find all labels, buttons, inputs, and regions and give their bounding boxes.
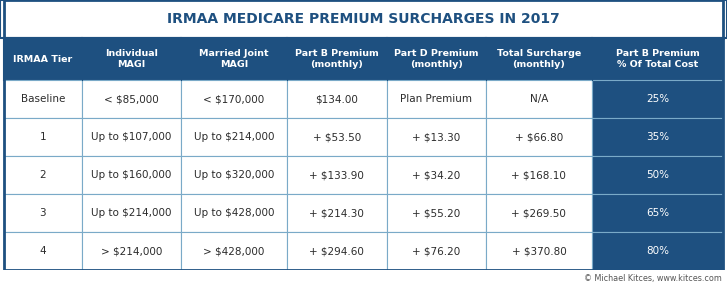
Bar [4,0,723,38]
Text: Up to $428,000: Up to $428,000 [194,208,274,218]
Text: < $170,000: < $170,000 [204,94,265,104]
Text: $134.00: $134.00 [316,94,358,104]
Bar [387,194,486,232]
Text: N/A: N/A [530,94,548,104]
Text: Total Surcharge
(monthly): Total Surcharge (monthly) [497,49,581,69]
Bar [387,156,486,194]
Bar [181,80,287,118]
Text: + $66.80: + $66.80 [515,132,563,142]
Text: IRMAA Tier: IRMAA Tier [13,54,73,63]
Text: < $85,000: < $85,000 [104,94,158,104]
Bar [287,80,387,118]
Bar [0,0,727,38]
Bar [593,118,723,156]
Text: 65%: 65% [646,208,669,218]
Text: 80%: 80% [646,246,669,256]
Text: + $370.80: + $370.80 [512,246,566,256]
Bar [486,232,593,270]
Text: 4: 4 [39,246,46,256]
Bar [4,194,81,232]
Bar [287,38,387,80]
Text: 50%: 50% [646,170,669,180]
Bar [4,118,81,156]
Text: + $214.30: + $214.30 [310,208,364,218]
Bar [81,232,181,270]
Bar [4,156,81,194]
Text: Individual
MAGI: Individual MAGI [105,49,158,69]
Bar [486,118,593,156]
Text: + $34.20: + $34.20 [412,170,460,180]
Bar [81,194,181,232]
Bar [287,232,387,270]
Text: > $214,000: > $214,000 [100,246,162,256]
Bar [387,80,486,118]
Bar [4,232,81,270]
Text: Plan Premium: Plan Premium [400,94,472,104]
Bar [0,270,727,288]
Text: 1: 1 [39,132,46,142]
Text: + $168.10: + $168.10 [512,170,566,180]
Text: 35%: 35% [646,132,669,142]
Bar [593,232,723,270]
Bar [181,194,287,232]
Text: Up to $214,000: Up to $214,000 [91,208,172,218]
Bar [181,156,287,194]
Bar [4,38,723,270]
Bar [387,232,486,270]
Bar [387,118,486,156]
Bar [593,194,723,232]
Bar [593,80,723,118]
Text: + $269.50: + $269.50 [512,208,566,218]
Text: + $53.50: + $53.50 [313,132,361,142]
Bar [486,80,593,118]
Bar [181,118,287,156]
Text: 25%: 25% [646,94,669,104]
Bar [81,156,181,194]
Bar [4,38,81,80]
Bar [81,38,181,80]
Text: Part D Premium
(monthly): Part D Premium (monthly) [394,49,478,69]
Bar [4,80,81,118]
Text: Baseline: Baseline [20,94,65,104]
Bar [593,38,723,80]
Text: + $13.30: + $13.30 [412,132,460,142]
Bar [81,80,181,118]
Bar [593,156,723,194]
Bar [181,232,287,270]
Text: + $294.60: + $294.60 [310,246,364,256]
Text: Up to $107,000: Up to $107,000 [91,132,172,142]
Bar [287,156,387,194]
Text: © Michael Kitces, www.kitces.com: © Michael Kitces, www.kitces.com [584,274,722,283]
Bar [387,38,486,80]
Text: Up to $214,000: Up to $214,000 [194,132,274,142]
Text: 2: 2 [39,170,46,180]
Text: Part B Premium
% Of Total Cost: Part B Premium % Of Total Cost [616,49,699,69]
Text: + $55.20: + $55.20 [412,208,460,218]
Text: 3: 3 [39,208,46,218]
Bar [81,118,181,156]
Bar [486,194,593,232]
Bar [486,156,593,194]
Bar [287,118,387,156]
Text: + $133.90: + $133.90 [310,170,364,180]
Text: Up to $320,000: Up to $320,000 [194,170,274,180]
Bar [181,38,287,80]
Bar [486,38,593,80]
Text: Part B Premium
(monthly): Part B Premium (monthly) [295,49,379,69]
Bar [287,194,387,232]
Text: + $76.20: + $76.20 [412,246,460,256]
Text: Up to $160,000: Up to $160,000 [91,170,172,180]
Text: IRMAA MEDICARE PREMIUM SURCHARGES IN 2017: IRMAA MEDICARE PREMIUM SURCHARGES IN 201… [167,12,560,26]
Text: Married Joint
MAGI: Married Joint MAGI [199,49,269,69]
Text: > $428,000: > $428,000 [204,246,265,256]
